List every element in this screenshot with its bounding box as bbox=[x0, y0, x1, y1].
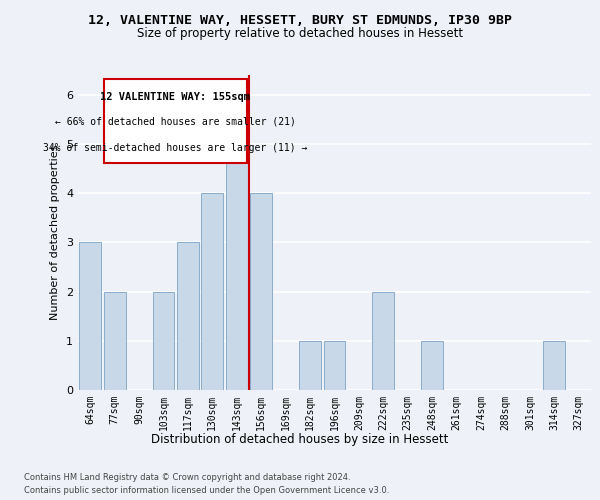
Text: Contains public sector information licensed under the Open Government Licence v3: Contains public sector information licen… bbox=[24, 486, 389, 495]
Bar bbox=[226, 144, 248, 390]
Bar bbox=[202, 193, 223, 390]
FancyBboxPatch shape bbox=[104, 79, 247, 162]
Text: Contains HM Land Registry data © Crown copyright and database right 2024.: Contains HM Land Registry data © Crown c… bbox=[24, 472, 350, 482]
Bar bbox=[421, 341, 443, 390]
Text: 34% of semi-detached houses are larger (11) →: 34% of semi-detached houses are larger (… bbox=[43, 143, 308, 153]
Bar bbox=[250, 193, 272, 390]
Bar bbox=[544, 341, 565, 390]
Bar bbox=[299, 341, 321, 390]
Y-axis label: Number of detached properties: Number of detached properties bbox=[50, 145, 61, 320]
Text: 12 VALENTINE WAY: 155sqm: 12 VALENTINE WAY: 155sqm bbox=[100, 92, 250, 102]
Bar bbox=[104, 292, 125, 390]
Text: Distribution of detached houses by size in Hessett: Distribution of detached houses by size … bbox=[151, 432, 449, 446]
Bar bbox=[373, 292, 394, 390]
Bar bbox=[152, 292, 175, 390]
Text: 12, VALENTINE WAY, HESSETT, BURY ST EDMUNDS, IP30 9BP: 12, VALENTINE WAY, HESSETT, BURY ST EDMU… bbox=[88, 14, 512, 27]
Bar bbox=[177, 242, 199, 390]
Text: Size of property relative to detached houses in Hessett: Size of property relative to detached ho… bbox=[137, 28, 463, 40]
Bar bbox=[323, 341, 346, 390]
Text: ← 66% of detached houses are smaller (21): ← 66% of detached houses are smaller (21… bbox=[55, 117, 296, 127]
Bar bbox=[79, 242, 101, 390]
